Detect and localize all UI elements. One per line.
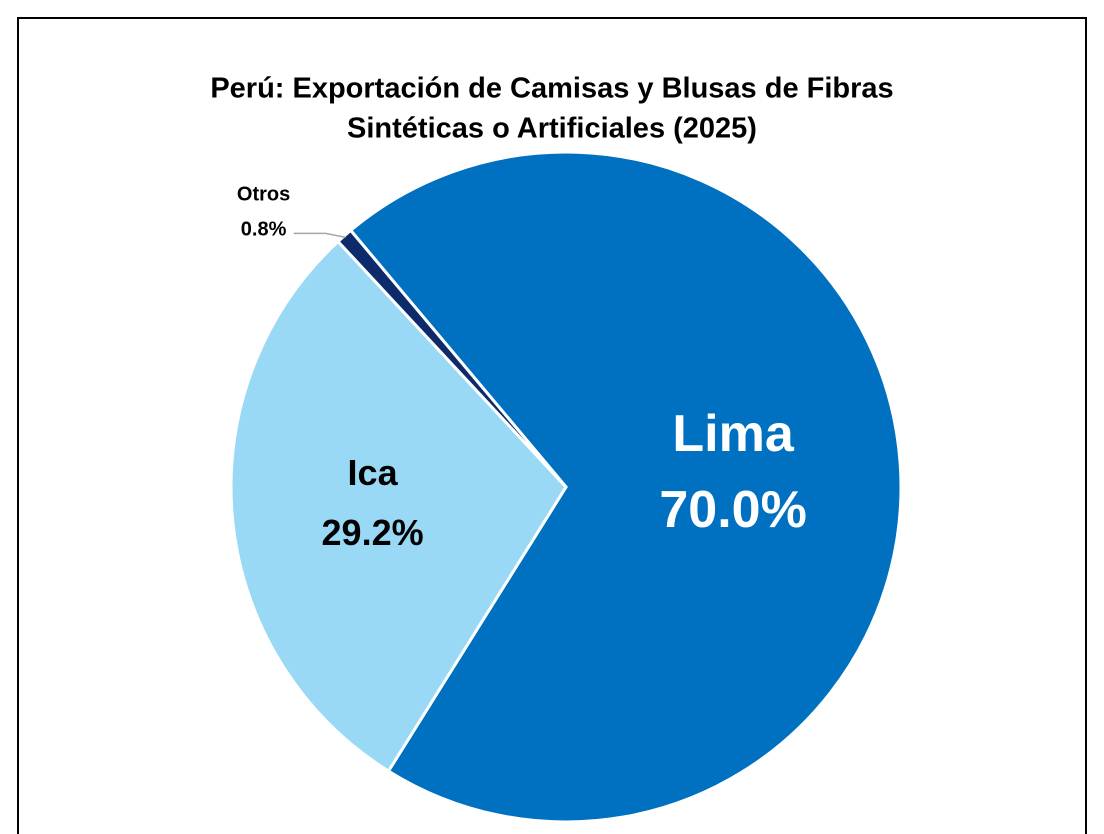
chart-title: Perú: Exportación de Camisas y Blusas de… (210, 73, 893, 105)
slice-value-label: 29.2% (322, 512, 424, 553)
pie-slice (348, 150, 903, 824)
leader-line (293, 232, 346, 239)
slice-label: Otros (237, 184, 290, 206)
pie-slice (229, 239, 568, 774)
pie-slice (335, 228, 568, 489)
slice-value-label: 70.0% (659, 481, 806, 539)
chart-title: Sintéticas o Artificiales (2025) (347, 113, 757, 145)
slice-label: Lima (672, 405, 794, 463)
slice-label: Ica (348, 452, 399, 493)
slice-value-label: 0.8% (241, 219, 287, 241)
